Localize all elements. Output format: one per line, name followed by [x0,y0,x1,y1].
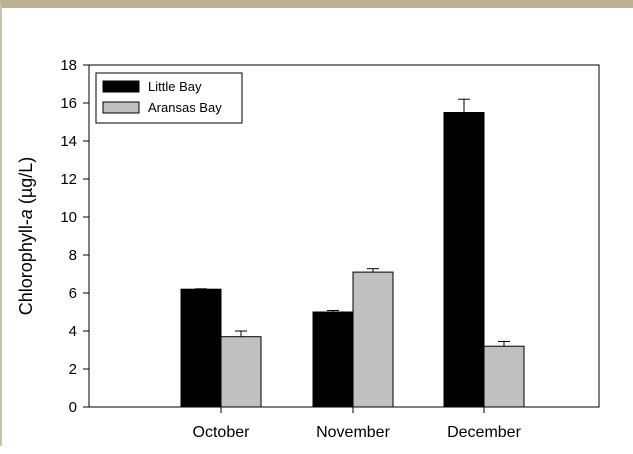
legend-label-little-bay: Little Bay [148,79,202,94]
y-tick-label: 8 [69,247,77,264]
bars [180,112,525,408]
y-tick-label: 10 [60,209,77,226]
x-tick-label: November [316,424,390,441]
error-bars [195,98,510,347]
bar [312,311,354,408]
bar [352,271,394,408]
x-tick-label: December [447,424,521,441]
y-tick-label: 12 [60,171,77,188]
y-tick-label: 14 [60,133,77,150]
y-tick-label: 4 [69,323,77,340]
x-tick-label: October [193,424,251,441]
y-axis-label-italic: a [16,209,36,219]
y-tick-label: 18 [60,57,77,74]
y-tick-label: 6 [69,285,77,302]
y-axis-label-text: Chlorophyll- [16,219,36,315]
y-tick-label: 16 [60,95,77,112]
y-axis-label-unit: (µg/L) [16,157,36,209]
y-tick-label: 2 [69,361,77,378]
plot-area-border [88,64,600,408]
legend-swatch-little-bay [102,80,140,93]
y-tick-label: 0 [69,399,77,416]
y-axis-ticks: 0 2 4 6 8 10 12 14 16 18 [60,57,89,416]
legend: Little Bay Aransas Bay [95,72,243,124]
legend-label-aransas-bay: Aransas Bay [148,100,222,115]
bar [483,345,525,408]
x-axis-ticks: October November December [193,407,522,441]
bar [180,288,222,408]
bar [443,112,485,408]
y-axis-label: Chlorophyll-a (µg/L) [16,157,36,315]
bar [220,336,262,408]
legend-swatch-aransas-bay [102,101,140,114]
